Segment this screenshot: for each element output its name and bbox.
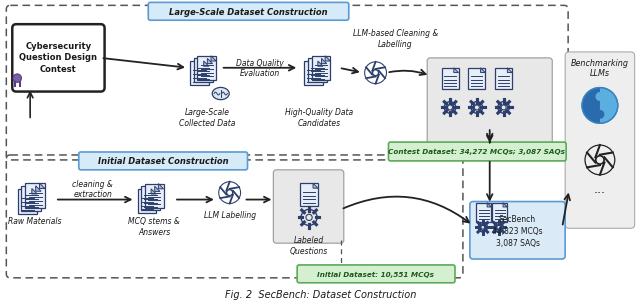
- FancyBboxPatch shape: [18, 188, 37, 214]
- Text: LLM-based Cleaning &
Labelling: LLM-based Cleaning & Labelling: [353, 29, 438, 49]
- Text: Large-Scale
Collected Data: Large-Scale Collected Data: [179, 108, 235, 128]
- Polygon shape: [155, 186, 160, 191]
- Text: ...: ...: [594, 183, 606, 196]
- Polygon shape: [313, 183, 318, 188]
- Text: Cybersecurity
Question Design
Contest: Cybersecurity Question Design Contest: [19, 42, 97, 74]
- Polygon shape: [318, 61, 323, 66]
- Text: Contest Dataset: 34,272 MCQs; 3,087 SAQs: Contest Dataset: 34,272 MCQs; 3,087 SAQs: [388, 149, 565, 155]
- Text: Benchmarking
LLMs: Benchmarking LLMs: [571, 59, 629, 78]
- FancyBboxPatch shape: [194, 58, 212, 82]
- Text: High-Quality Data
Candidates: High-Quality Data Candidates: [285, 108, 353, 128]
- Polygon shape: [32, 188, 37, 194]
- FancyBboxPatch shape: [427, 58, 552, 145]
- FancyBboxPatch shape: [495, 68, 512, 89]
- Text: Initial Dataset Construction: Initial Dataset Construction: [98, 157, 228, 166]
- Polygon shape: [204, 61, 209, 66]
- Text: Labeled
Questions: Labeled Questions: [290, 236, 328, 256]
- Polygon shape: [207, 58, 212, 64]
- FancyBboxPatch shape: [145, 184, 164, 208]
- FancyBboxPatch shape: [300, 183, 318, 206]
- Polygon shape: [503, 203, 508, 207]
- FancyBboxPatch shape: [25, 183, 45, 208]
- Polygon shape: [36, 186, 41, 191]
- FancyBboxPatch shape: [273, 170, 344, 243]
- Text: Raw Materials: Raw Materials: [8, 217, 62, 226]
- FancyBboxPatch shape: [22, 186, 41, 211]
- FancyBboxPatch shape: [148, 2, 349, 20]
- Polygon shape: [151, 189, 156, 194]
- FancyBboxPatch shape: [12, 24, 104, 92]
- FancyBboxPatch shape: [442, 68, 458, 89]
- FancyBboxPatch shape: [312, 56, 330, 80]
- Text: SecBench
44,823 MCQs
3,087 SAQs: SecBench 44,823 MCQs 3,087 SAQs: [492, 215, 543, 248]
- FancyBboxPatch shape: [304, 61, 323, 85]
- Text: Data Quality
Evaluation: Data Quality Evaluation: [236, 59, 284, 78]
- Polygon shape: [487, 203, 492, 207]
- Wedge shape: [582, 88, 600, 123]
- FancyBboxPatch shape: [297, 265, 455, 283]
- FancyBboxPatch shape: [190, 61, 209, 85]
- Polygon shape: [321, 58, 326, 64]
- FancyBboxPatch shape: [141, 186, 160, 210]
- FancyBboxPatch shape: [308, 58, 326, 82]
- Text: Fig. 2  SecBench: Dataset Construction: Fig. 2 SecBench: Dataset Construction: [225, 290, 417, 300]
- Polygon shape: [325, 56, 330, 61]
- Polygon shape: [40, 183, 45, 188]
- FancyBboxPatch shape: [468, 68, 485, 89]
- Ellipse shape: [13, 74, 22, 82]
- Text: LLM Labelling: LLM Labelling: [204, 211, 256, 221]
- FancyBboxPatch shape: [388, 142, 566, 161]
- FancyBboxPatch shape: [138, 189, 156, 213]
- FancyBboxPatch shape: [565, 52, 635, 228]
- Circle shape: [595, 110, 604, 119]
- Text: Large-Scale Dataset Construction: Large-Scale Dataset Construction: [169, 8, 328, 17]
- Polygon shape: [158, 184, 164, 189]
- Text: MCQ stems &
Answers: MCQ stems & Answers: [128, 217, 180, 237]
- Circle shape: [595, 92, 604, 101]
- Text: cleaning &
extraction: cleaning & extraction: [72, 180, 113, 199]
- Polygon shape: [481, 68, 485, 72]
- Polygon shape: [211, 56, 216, 61]
- Circle shape: [582, 88, 618, 123]
- FancyBboxPatch shape: [492, 203, 508, 222]
- Polygon shape: [454, 68, 458, 72]
- FancyBboxPatch shape: [476, 203, 492, 222]
- FancyBboxPatch shape: [198, 56, 216, 80]
- Polygon shape: [508, 68, 512, 72]
- FancyBboxPatch shape: [470, 201, 565, 259]
- FancyBboxPatch shape: [79, 152, 248, 170]
- Ellipse shape: [212, 88, 229, 100]
- Text: Initial Dataset: 10,551 MCQs: Initial Dataset: 10,551 MCQs: [317, 272, 434, 278]
